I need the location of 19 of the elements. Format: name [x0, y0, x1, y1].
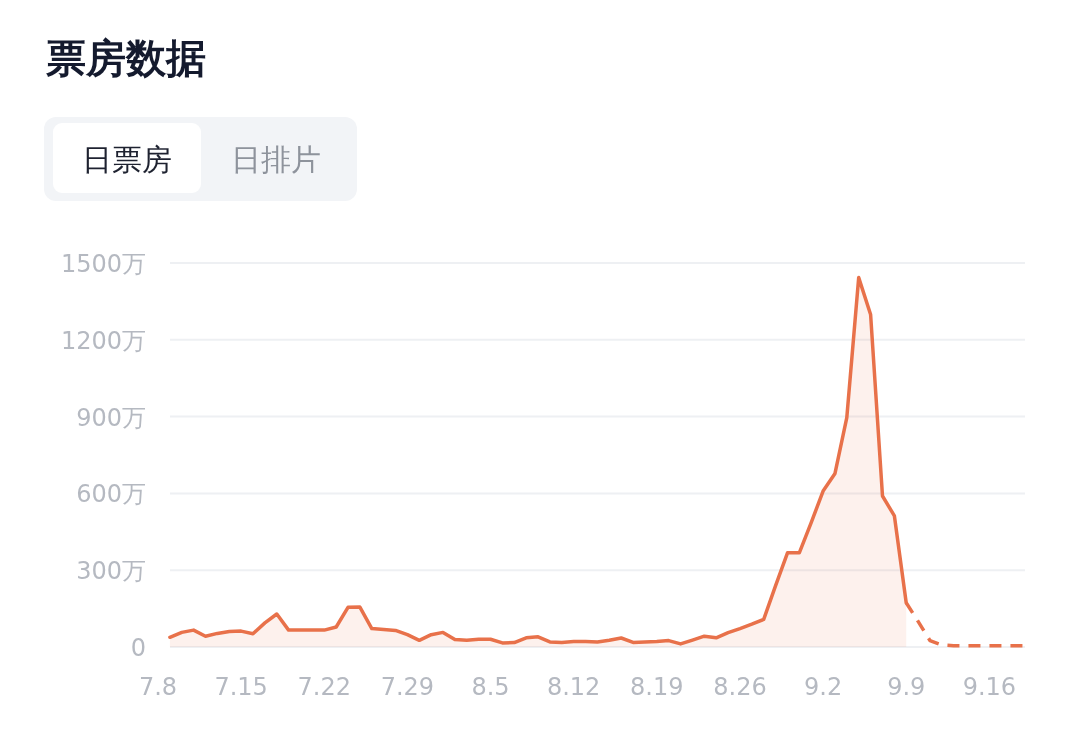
x-tick-label: 9.16 — [962, 673, 1017, 701]
y-tick-label: 300万 — [76, 557, 146, 586]
x-tick-label: 9.9 — [887, 673, 926, 701]
x-tick-label: 8.19 — [630, 673, 684, 701]
x-tick-label: 7.15 — [214, 673, 268, 701]
y-tick-label: 0 — [130, 634, 146, 662]
tabs: 日票房 日排片 — [44, 117, 357, 201]
x-tick-label: 7.8 — [138, 673, 178, 701]
x-tick-label: 7.29 — [380, 673, 435, 701]
x-tick-label: 8.5 — [471, 673, 510, 701]
chart-title: 票房数据 — [46, 35, 206, 81]
x-tick-label: 8.12 — [546, 673, 601, 701]
y-tick-label: 1500万 — [60, 250, 146, 278]
x-tick-label: 7.22 — [297, 673, 351, 701]
y-tick-label: 1200万 — [60, 326, 146, 355]
y-tick-label: 600万 — [76, 480, 146, 509]
y-tick-label: 900万 — [76, 403, 146, 432]
x-tick-label: 8.26 — [713, 673, 767, 701]
x-tick-label: 9.2 — [804, 673, 843, 701]
